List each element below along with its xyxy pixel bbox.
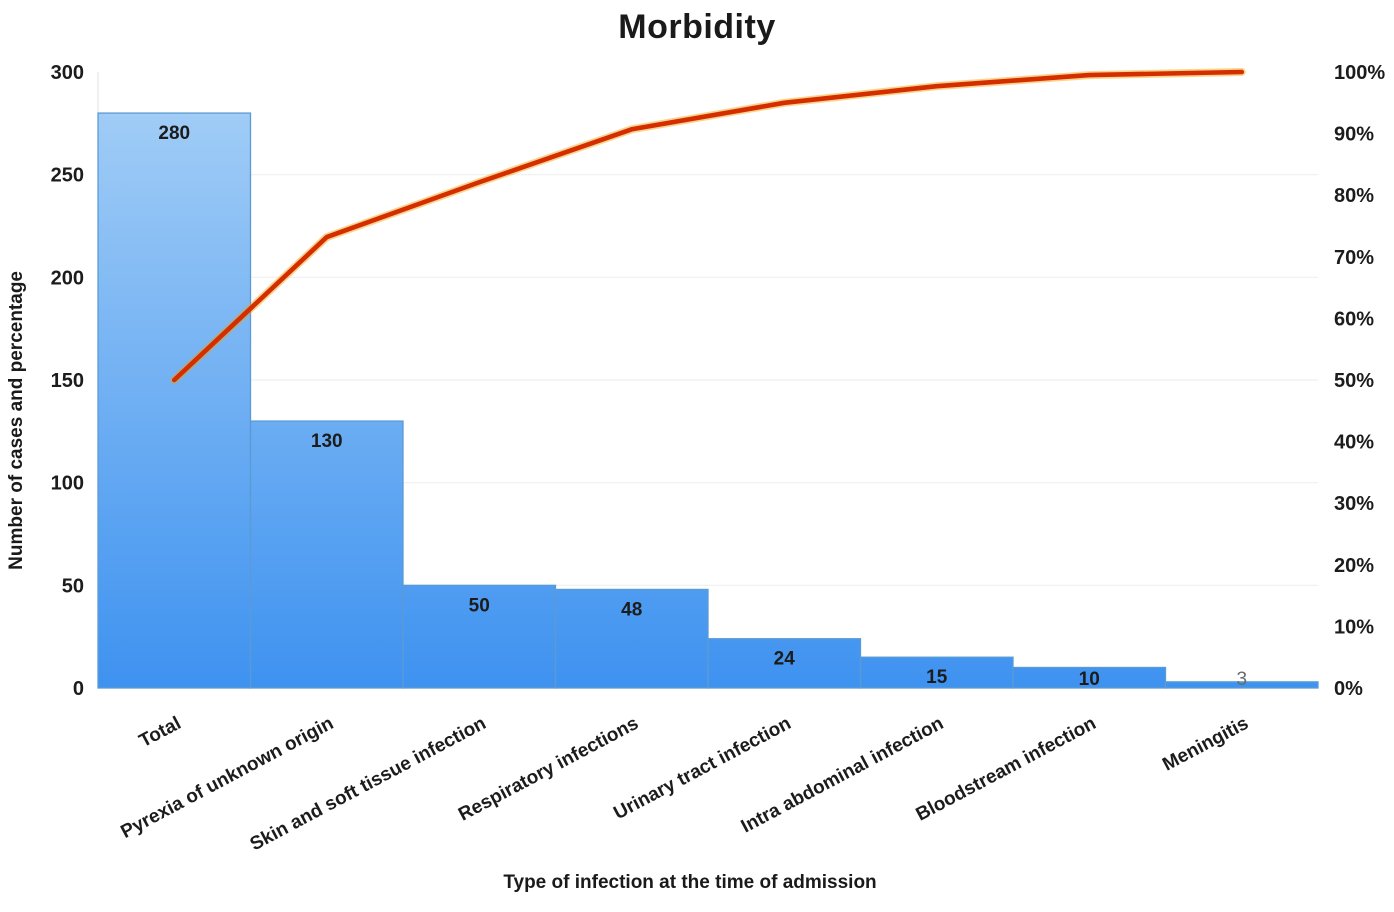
right-tick-60: 60%: [1334, 308, 1374, 330]
right-tick-20: 20%: [1334, 555, 1374, 577]
bar-4: [707, 638, 862, 689]
bar-1: [249, 420, 404, 689]
right-tick-90: 90%: [1334, 124, 1374, 146]
left-tick-250: 250: [51, 165, 84, 187]
bar-label-7: 3: [1236, 669, 1247, 690]
category-label-0: Total: [136, 713, 185, 752]
right-tick-10: 10%: [1334, 616, 1374, 638]
bar-3: [554, 588, 709, 689]
chart-title: Morbidity: [618, 8, 776, 46]
left-tick-150: 150: [51, 370, 84, 392]
right-tick-50: 50%: [1334, 370, 1374, 392]
bar-7: [1164, 681, 1319, 689]
right-tick-100: 100%: [1334, 62, 1385, 84]
right-tick-30: 30%: [1334, 493, 1374, 515]
bar-label-6: 10: [1079, 669, 1100, 690]
right-tick-0: 0%: [1334, 678, 1363, 700]
bar-label-1: 130: [311, 431, 343, 452]
bar-label-0: 280: [158, 123, 190, 144]
bar-label-3: 48: [621, 599, 642, 620]
bar-0: [97, 112, 252, 689]
left-tick-0: 0: [73, 678, 84, 700]
bar-label-5: 15: [926, 667, 948, 688]
left-tick-200: 200: [51, 267, 84, 289]
bar-5: [859, 656, 1014, 689]
right-tick-80: 80%: [1334, 185, 1374, 207]
x-axis-title: Type of infection at the time of admissi…: [503, 872, 877, 893]
bar-label-2: 50: [469, 595, 490, 616]
right-tick-40: 40%: [1334, 432, 1374, 454]
category-label-7: Meningitis: [1159, 713, 1252, 776]
left-tick-300: 300: [51, 62, 84, 84]
bar-6: [1012, 666, 1167, 689]
left-tick-50: 50: [62, 575, 84, 597]
bar-label-4: 24: [774, 649, 796, 670]
left-tick-100: 100: [51, 473, 84, 495]
cumulative-line: [171, 69, 1245, 383]
category-label-2: Skin and soft tissue infection: [247, 713, 490, 855]
right-tick-70: 70%: [1334, 247, 1374, 269]
